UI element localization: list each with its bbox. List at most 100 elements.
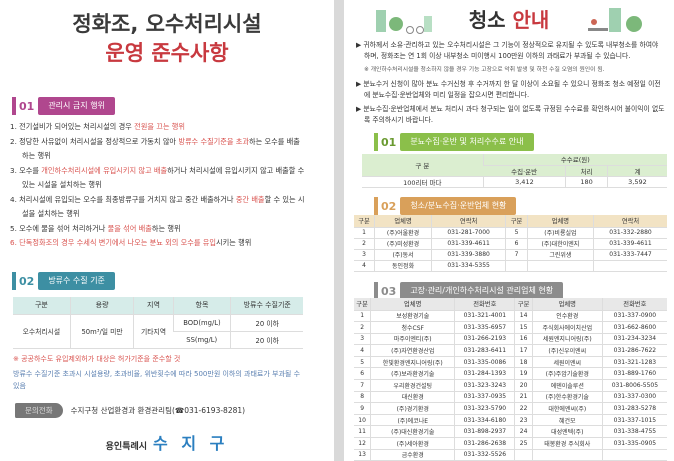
cell: 4	[354, 260, 375, 272]
item-text: 하는 행위	[151, 223, 181, 233]
manager-table: 구분 업체명 전화번호 구분 업체명 전화번호 1 보성환경기술 031-321-4001 14 인…	[354, 298, 667, 461]
cell: 구 분	[362, 154, 484, 177]
cell: 1	[354, 227, 375, 239]
cell: 9	[354, 402, 371, 415]
cell: 031-286-7622	[601, 344, 667, 357]
collector-table: 구분 업체명 연락처 구분 업체명 연락처 1 (주)어울환경 031-281-7000 5 (주)…	[354, 215, 667, 272]
section-header-collectors: 02 청소/분뇨수집·운반업체 현황	[374, 197, 517, 215]
cell: 15	[514, 321, 533, 334]
cell: BOD(mg/L)	[172, 314, 231, 332]
contact-text: 수지구청 산업환경과 환경관리팀(☎031-6193-8281)	[70, 406, 246, 415]
prohibited-item: 3. 오수를 개인하수처리시설에 유입시키지 않고 배출하거나 처리시설에 유입…	[10, 164, 305, 193]
cell: 청수CSF	[370, 321, 455, 334]
cell: 금수환경	[370, 449, 455, 461]
notice-bullets: ▶ 귀하께서 소유·관리하고 있는 오수처리시설은 그 기능이 정상적으로 유지…	[356, 40, 666, 129]
item-text: 2. 정당한 사유없이 처리시설을 정상적으로 가동치 않아	[10, 136, 179, 146]
th: 연락처	[593, 215, 667, 228]
cell: 031-283-6411	[454, 344, 515, 357]
th: 지역	[133, 297, 174, 315]
section-header-standard: 02 방류수 수질 기준	[12, 272, 115, 290]
cell: 031-335-0086	[454, 356, 515, 369]
th: 구분	[13, 297, 71, 315]
cell: (주)보라환경기술	[370, 367, 455, 381]
cell: 2	[354, 321, 371, 334]
cell: 031-286-2638	[454, 437, 515, 450]
cell: 5	[354, 356, 371, 369]
cell: 031-333-7447	[593, 249, 667, 261]
th: 업체명	[526, 215, 594, 228]
cell: SS(mg/L)	[173, 331, 231, 349]
table-row: 4 동인정화 031-334-5355	[354, 260, 667, 272]
table-row: 8 대신환경 031-337-0935 21 (주)한수환경기술 031-337-0300	[354, 391, 667, 404]
note-red: ※ 공공하수도 유입제외허가 대상은 허가기준을 준수할 것	[13, 355, 181, 363]
cell: 031-323-5790	[454, 402, 515, 415]
cell: 7	[354, 379, 371, 392]
cell: 031-284-1393	[454, 367, 515, 381]
table-row: 2 청수CSF 031-335-6957 15 주식회사에이치산업 031-662-860…	[354, 321, 667, 334]
section-number: 01	[381, 135, 397, 149]
section-label: 관리시 금지 행위	[38, 97, 115, 115]
cell: 기타지역	[133, 314, 174, 349]
cell: 19	[514, 367, 533, 381]
cell: (주)비룡실업	[526, 227, 594, 239]
th: 전화번호	[454, 298, 515, 311]
th: 연락처	[430, 215, 506, 228]
table-row: 9 (주)경기환경 031-323-5790 22 대한에엔씨(주) 031-283-52…	[354, 402, 667, 415]
cell: 7	[505, 249, 528, 261]
cell: (주)주암기술환경	[531, 367, 603, 381]
cell	[526, 260, 594, 272]
cell: (주)세아환경	[370, 437, 455, 450]
prohibited-item: 2. 정당한 사유없이 처리시설을 정상적으로 가동치 않아 방류수 수질기준을…	[10, 135, 305, 164]
cell: 3	[354, 249, 375, 261]
table-row: 12 (주)세아환경 031-286-2638 25 태봉환경 주식회사 031-335-…	[354, 437, 667, 450]
cell: (주)신우이엔씨	[531, 344, 603, 357]
th: 용량	[69, 297, 134, 315]
cell: 031-234-3234	[601, 333, 667, 346]
cell: 50m³/일 미만	[69, 314, 134, 349]
contact-badge: 문의전화	[15, 403, 63, 418]
cell	[514, 449, 533, 461]
highlighted-text: 개인하수처리시설에 유입시키지 않고 배출	[41, 165, 168, 175]
cell: 오수처리시설	[13, 314, 71, 349]
cell: 태봉환경 주식회사	[531, 437, 603, 450]
right-title: 청소 안내	[344, 4, 674, 33]
cell: 031-323-3243	[454, 379, 515, 392]
cell: 1	[354, 310, 371, 323]
cell: 수집·운반	[483, 165, 566, 177]
table-row: 10 (주)에코나E 031-334-6180 23 혜건모 031-337-1015	[354, 414, 667, 427]
prohibited-item: 5. 오수에 물을 섞어 처리하거나 물을 섞어 배출하는 행위	[10, 222, 305, 237]
cell: 대성엔텍(주)	[531, 425, 603, 439]
section-number: 01	[19, 99, 35, 113]
item-text: 3. 오수를	[10, 165, 42, 175]
cell: (주)동서	[374, 249, 432, 261]
highlighted-text: 6. 단독정화조의 경우 수세식 변기에서 나오는 분뇨 외의 오수를 유입	[10, 238, 216, 247]
cell: 인수환경	[531, 310, 603, 323]
section-bar	[374, 197, 378, 215]
cell: 세원이엔씨	[531, 356, 603, 369]
item-text: 시키는 행위	[215, 238, 252, 247]
th: 업체명	[531, 298, 603, 311]
cell: 031-898-2937	[454, 425, 515, 439]
fee-table: 구 분 수수료(원) 수집·운반 처리 계 100리터 마다 3,412 180 3,592	[362, 154, 667, 188]
th: 업체명	[370, 298, 455, 311]
th: 구분	[505, 215, 528, 228]
cell: 혜건모	[531, 414, 603, 427]
cell: 18	[514, 356, 533, 369]
right-title-a: 청소	[468, 8, 506, 32]
right-page: 청소 안내 ▶ 귀하께서 소유·관리하고 있는 오수처리시설은 그 기능이 정상…	[344, 0, 674, 461]
bullet: ▶ 분뇨수집·운반업체에서 분뇨 처리시 과다 청구되는 일이 없도록 규정된 …	[356, 105, 665, 124]
cell: 20	[514, 379, 533, 392]
table-row: 3 (주)동서 031-339-3880 7 그린위생 031-333-7447	[354, 249, 667, 261]
cell: 주식회사에이치산업	[531, 321, 603, 334]
item-text: 하거나 처리시설에 유입시키지 않고 배출할 수 있는 시설을 설치하는 행위	[22, 165, 305, 190]
cell: 180	[565, 176, 608, 188]
cell: 수수료(원)	[482, 154, 667, 166]
cell: 6	[354, 367, 371, 381]
prohibited-item: 4. 처리시설에 유입되는 오수를 최종방류구를 거치지 않고 중간 배출하거나…	[10, 193, 305, 222]
contact: 문의전화 수지구청 산업환경과 환경관리팀(☎031-6193-8281)	[15, 403, 245, 418]
table-row: 11 (주)대신환경기술 031-898-2937 24 대성엔텍(주) 031-338-…	[354, 425, 667, 439]
cell: 처리	[565, 165, 608, 177]
item-text: 4. 처리시설에 유입되는 오수를 최종방류구를 거치지 않고 중간 배출하거나	[10, 194, 236, 204]
cell: 8	[354, 391, 371, 404]
cell	[601, 449, 667, 461]
